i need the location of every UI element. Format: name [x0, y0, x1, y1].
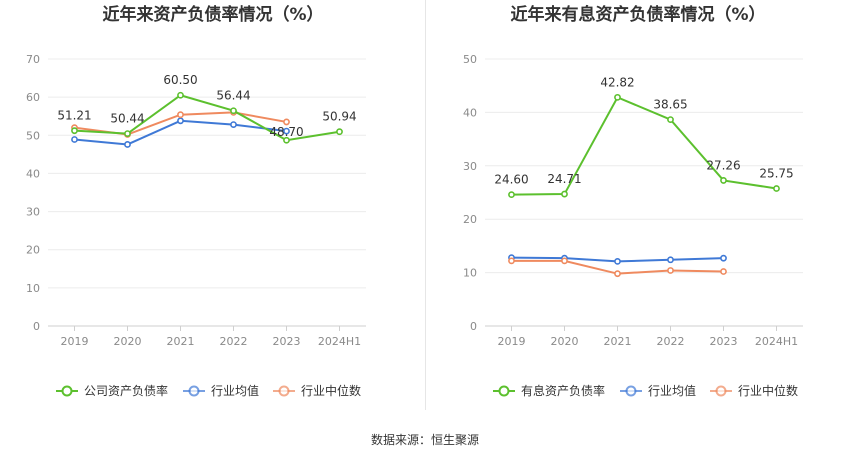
x-tick-label: 2023 — [273, 335, 301, 348]
legend-label: 有息资产负债率 — [521, 383, 605, 398]
y-tick-label: 0 — [470, 320, 477, 333]
data-point — [720, 268, 727, 275]
data-point — [561, 190, 568, 198]
legend-marker — [625, 385, 637, 397]
data-point — [177, 117, 184, 125]
source-label: 数据来源：恒生聚源 — [370, 433, 479, 447]
y-tick-label: 20 — [463, 213, 477, 226]
data-label: 51.21 — [57, 109, 91, 123]
legend-label: 行业中位数 — [738, 383, 798, 398]
data-point — [667, 116, 674, 124]
data-label: 25.75 — [759, 166, 793, 180]
y-tick-label: 50 — [463, 53, 477, 66]
data-point — [614, 270, 621, 278]
data-point — [124, 130, 131, 138]
x-tick-label: 2024H1 — [318, 335, 361, 348]
debt-ratio-chart: 近年来资产负债率情况（%） 0 10 20 30 40 50 60 70 2019 2020 2021… — [26, 4, 366, 398]
series-line — [511, 96, 777, 196]
legend-label: 行业均值 — [648, 383, 696, 398]
data-point — [124, 141, 131, 148]
series-line — [74, 94, 340, 142]
data-point — [667, 267, 674, 274]
data-label: 24.71 — [547, 172, 581, 186]
y-tick-label: 30 — [26, 206, 40, 219]
data-point — [283, 127, 290, 135]
y-tick-label: 20 — [26, 244, 40, 257]
x-tick-label: 2022 — [657, 335, 685, 348]
data-point — [720, 254, 727, 262]
y-tick-label: 10 — [463, 267, 477, 280]
data-label: 60.50 — [163, 73, 197, 87]
data-point — [177, 111, 184, 119]
chart-title: 近年来有息资产负债率情况（%） — [510, 4, 765, 25]
data-label: 24.60 — [494, 173, 528, 187]
data-point — [230, 121, 237, 129]
data-point — [177, 91, 184, 99]
y-tick-label: 60 — [26, 91, 40, 104]
data-point — [561, 257, 568, 265]
y-tick-label: 40 — [26, 167, 40, 180]
legend-marker — [61, 385, 73, 397]
x-tick-label: 2021 — [604, 335, 632, 348]
x-tick-label: 2022 — [220, 335, 248, 348]
data-point — [508, 257, 515, 265]
legend-marker — [188, 385, 200, 397]
x-tick-label: 2020 — [551, 335, 579, 348]
y-tick-label: 50 — [26, 129, 40, 142]
interest-bearing-debt-ratio-chart: 近年来有息资产负债率情况（%） 0 10 20 30 40 50 2019 2020 2021 20… — [463, 4, 803, 398]
data-point — [336, 128, 343, 136]
data-label: 42.82 — [600, 75, 634, 89]
data-label: 27.26 — [706, 158, 740, 172]
data-point — [230, 107, 237, 115]
data-point — [614, 93, 621, 101]
y-tick-label: 30 — [463, 160, 477, 173]
data-label: 50.44 — [110, 112, 144, 126]
x-tick-label: 2019 — [498, 335, 526, 348]
data-point — [667, 256, 674, 264]
x-tick-label: 2024H1 — [755, 335, 798, 348]
y-tick-label: 0 — [33, 320, 40, 333]
x-tick-label: 2021 — [167, 335, 195, 348]
data-point — [614, 257, 621, 265]
data-label: 50.94 — [322, 110, 356, 124]
data-label: 38.65 — [653, 98, 687, 112]
x-tick-label: 2020 — [114, 335, 142, 348]
data-label: 48.70 — [269, 125, 303, 139]
legend-marker — [278, 385, 290, 397]
data-point — [773, 185, 780, 192]
y-tick-label: 70 — [26, 53, 40, 66]
x-tick-label: 2019 — [61, 335, 89, 348]
data-point — [720, 177, 727, 184]
data-point — [71, 136, 78, 143]
panel-divider — [425, 0, 426, 410]
x-tick-label: 2023 — [710, 335, 738, 348]
data-point — [283, 118, 290, 126]
y-tick-label: 10 — [26, 282, 40, 295]
data-point — [71, 127, 78, 135]
legend-marker — [498, 385, 510, 397]
legend-marker — [715, 385, 727, 397]
y-tick-label: 40 — [463, 106, 477, 119]
chart-title: 近年来资产负债率情况（%） — [102, 4, 323, 25]
legend-label: 行业均值 — [211, 383, 259, 398]
data-label: 56.44 — [216, 89, 250, 103]
data-point — [283, 136, 290, 144]
data-point — [508, 191, 515, 199]
legend-label: 行业中位数 — [301, 383, 361, 398]
legend-label: 公司资产负债率 — [84, 383, 168, 398]
